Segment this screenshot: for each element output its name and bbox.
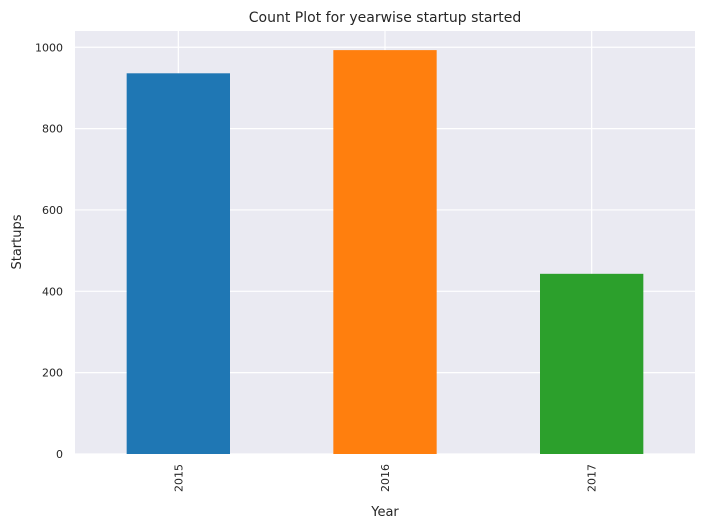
bar-2017 bbox=[540, 273, 644, 454]
y-tick-label: 200 bbox=[42, 367, 63, 380]
y-tick-label: 1000 bbox=[35, 41, 63, 54]
y-tick-label: 800 bbox=[42, 123, 63, 136]
bar-2016 bbox=[333, 50, 437, 455]
y-tick-label: 600 bbox=[42, 204, 63, 217]
chart-title: Count Plot for yearwise startup started bbox=[249, 10, 521, 26]
bars bbox=[126, 50, 644, 455]
x-axis-ticks: 2015 2016 2017 bbox=[172, 464, 598, 492]
y-axis-label: Startups bbox=[10, 214, 25, 269]
x-axis-label: Year bbox=[370, 505, 399, 520]
x-tick-label-2016: 2016 bbox=[379, 464, 392, 492]
x-tick-label-2015: 2015 bbox=[172, 464, 185, 492]
y-axis-ticks: 0 200 400 600 800 1000 bbox=[35, 41, 63, 461]
x-tick-label-2017: 2017 bbox=[586, 464, 599, 492]
y-tick-label: 0 bbox=[56, 448, 63, 461]
bar-2015 bbox=[126, 73, 230, 455]
y-tick-label: 400 bbox=[42, 285, 63, 298]
